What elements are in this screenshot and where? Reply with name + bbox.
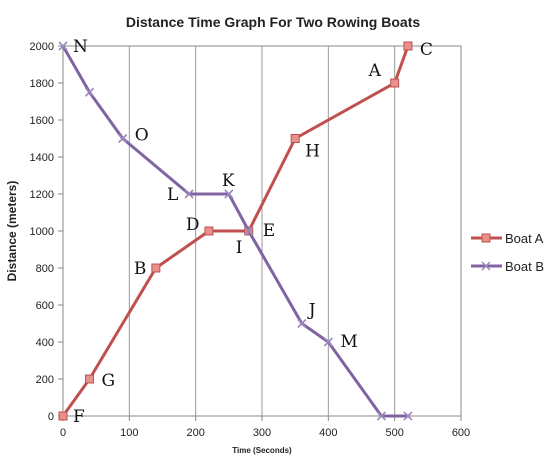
point-label: M (340, 332, 357, 352)
point-label: G (102, 371, 116, 391)
data-point (403, 411, 413, 421)
x-tick-label: 100 (120, 427, 138, 439)
legend-label-boat-b: Boat B (505, 259, 544, 274)
data-point (151, 263, 161, 273)
legend: Boat A Boat B (471, 231, 544, 274)
data-point (184, 189, 194, 199)
point-label: L (167, 185, 178, 205)
data-point (244, 226, 254, 236)
legend-item-boat-a: Boat A (471, 231, 544, 246)
y-tick-label: 600 (36, 300, 54, 312)
y-axis-title: Distance (meters) (5, 181, 19, 282)
point-label: A (368, 61, 382, 81)
data-point (118, 133, 128, 144)
y-tick-label: 1400 (30, 152, 54, 164)
y-tick-label: 1200 (30, 189, 54, 201)
data-point (224, 189, 234, 199)
point-label: N (73, 37, 88, 57)
data-point (84, 87, 95, 97)
data-point (403, 41, 413, 51)
x-axis-ticks: 0 100 200 300 400 500 600 (60, 416, 470, 439)
point-label: F (73, 407, 85, 427)
point-label: J (307, 301, 316, 321)
series-boat-a (58, 41, 413, 421)
point-label: C (420, 40, 433, 60)
x-axis-title: Time (Seconds) (232, 446, 292, 455)
grid-lines (128, 46, 396, 416)
point-labels: FG B D H A C N O L K I J M E (73, 37, 433, 427)
y-axis-ticks: 0 200 400 600 800 1000 1200 1400 1600 1800 2000 (30, 41, 63, 423)
series-layer (58, 41, 413, 421)
y-tick-label: 1800 (30, 78, 54, 90)
annotation-label: E (263, 221, 275, 241)
series-line (61, 45, 410, 417)
y-tick-label: 200 (36, 374, 54, 386)
y-tick-label: 400 (36, 337, 54, 349)
series-line (61, 45, 408, 418)
point-label: D (186, 215, 200, 235)
x-tick-label: 600 (452, 427, 470, 439)
legend-item-boat-b: Boat B (471, 259, 544, 274)
y-tick-label: 2000 (30, 41, 54, 53)
data-point (290, 134, 300, 143)
point-label: B (134, 259, 147, 279)
point-label: K (222, 171, 235, 191)
legend-label-boat-a: Boat A (505, 231, 544, 246)
x-tick-label: 500 (385, 427, 403, 439)
x-tick-label: 200 (186, 427, 204, 439)
series-boat-b (58, 41, 413, 421)
point-label: O (135, 126, 149, 146)
data-point (390, 78, 400, 88)
data-point (204, 226, 214, 236)
data-point (58, 411, 68, 421)
point-label: I (236, 238, 243, 258)
x-tick-label: 0 (60, 427, 66, 439)
x-tick-label: 400 (319, 427, 337, 439)
data-point (58, 41, 68, 51)
data-point (85, 374, 95, 384)
x-tick-label: 300 (253, 427, 271, 439)
data-point (376, 411, 386, 421)
y-tick-label: 1600 (30, 115, 54, 127)
data-point (323, 337, 333, 347)
y-tick-label: 0 (48, 411, 54, 423)
y-tick-label: 1000 (30, 226, 54, 238)
point-label: H (305, 142, 320, 162)
chart-title: Distance Time Graph For Two Rowing Boats (126, 14, 421, 30)
data-point (297, 318, 307, 329)
y-tick-label: 800 (36, 263, 54, 275)
